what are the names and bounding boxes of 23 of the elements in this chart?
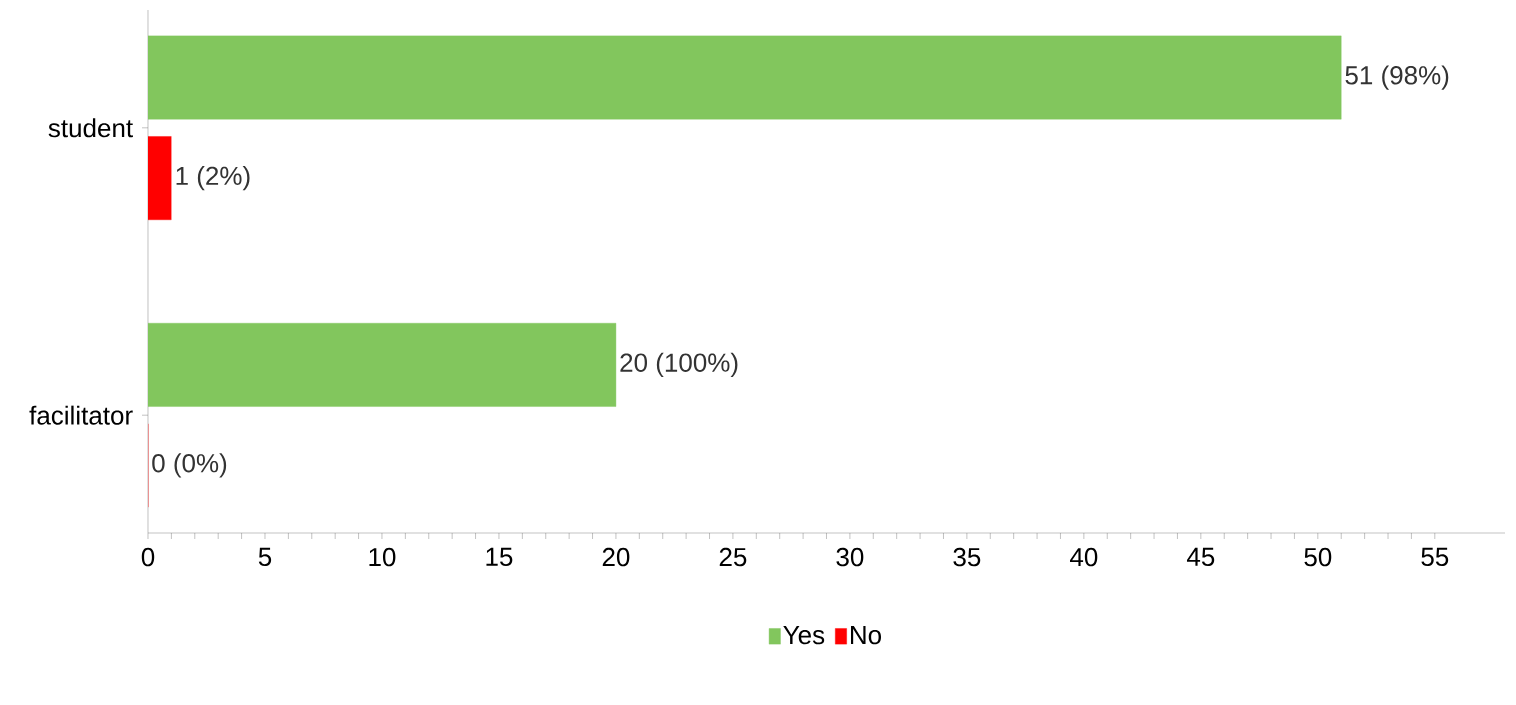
bar xyxy=(148,136,172,220)
x-tick-label: 35 xyxy=(953,547,981,567)
data-label: 1 (2%) xyxy=(176,166,250,191)
y-tick-label: student xyxy=(48,118,133,138)
x-tick-label: 0 xyxy=(141,547,155,567)
x-tick-label: 25 xyxy=(719,547,747,567)
x-tick-label: 50 xyxy=(1304,547,1332,567)
x-tick-label: 5 xyxy=(258,547,272,567)
bar xyxy=(148,323,617,407)
data-label: 0 (0%) xyxy=(152,453,227,478)
data-label: 20 (100%) xyxy=(620,352,738,378)
x-tick-label: 30 xyxy=(836,547,864,567)
x-tick-label: 45 xyxy=(1186,547,1215,567)
x-tick-label: 55 xyxy=(1421,547,1449,567)
x-tick-label: 40 xyxy=(1070,547,1098,567)
data-label: 51 (98%) xyxy=(1345,65,1449,90)
bar xyxy=(148,35,1342,120)
legend-label: Yes xyxy=(783,626,825,645)
x-tick-label: 15 xyxy=(486,547,513,567)
y-tick-label: facilitator xyxy=(29,405,133,425)
x-tick-label: 10 xyxy=(369,547,396,567)
legend-label: No xyxy=(851,626,881,645)
x-tick-label: 20 xyxy=(602,547,630,567)
